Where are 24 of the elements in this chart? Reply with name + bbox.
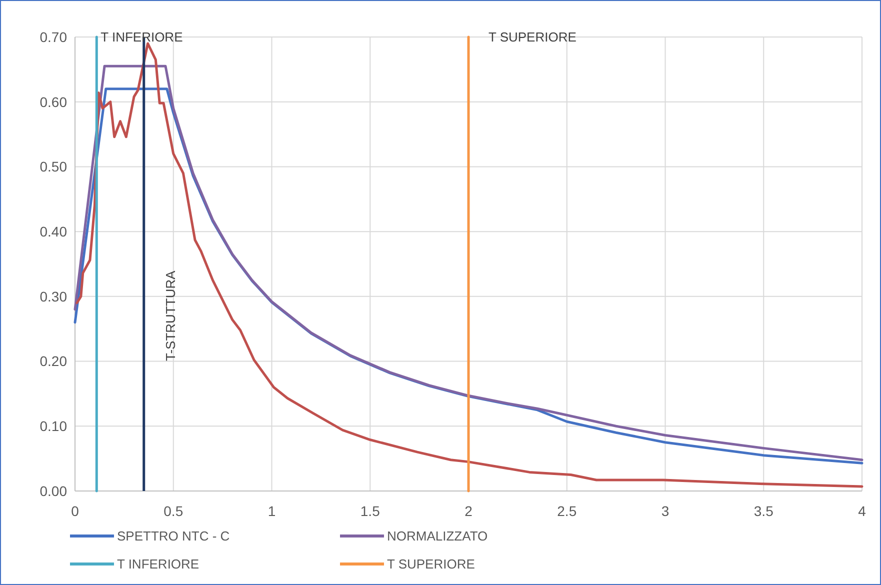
- y-tick-label: 0.10: [40, 418, 68, 434]
- annotation: T INFERIORE: [100, 30, 184, 45]
- x-tick-label: 4: [858, 503, 866, 519]
- y-tick-label: 0.20: [40, 353, 68, 370]
- x-tick-label: 3: [661, 503, 670, 519]
- x-tick-label: 0.5: [164, 503, 184, 519]
- x-tick-label: 1: [268, 503, 276, 519]
- legend-label: T SUPERIORE: [387, 556, 476, 572]
- y-tick-label: 0.50: [40, 158, 68, 175]
- annotation: T SUPERIORE: [488, 30, 577, 45]
- y-tick-label: 0.60: [40, 94, 68, 110]
- legend-label: T INFERIORE: [117, 556, 200, 572]
- x-tick-label: 3.5: [754, 503, 774, 519]
- y-tick-label: 0.70: [40, 28, 68, 45]
- x-tick-label: 1.5: [360, 503, 380, 519]
- y-tick-label: 0.40: [40, 223, 68, 240]
- y-tick-label: 0.00: [40, 482, 68, 499]
- y-tick-label: 0.30: [40, 288, 68, 304]
- x-tick-label: 2: [464, 503, 473, 519]
- legend-label: SPETTRO NTC - C: [117, 528, 230, 544]
- ref-line-label: T-STRUTTURA: [162, 270, 178, 361]
- x-tick-label: 2.5: [557, 503, 577, 519]
- legend-label: NORMALIZZATO: [387, 528, 488, 544]
- x-tick-label: 0: [71, 503, 80, 519]
